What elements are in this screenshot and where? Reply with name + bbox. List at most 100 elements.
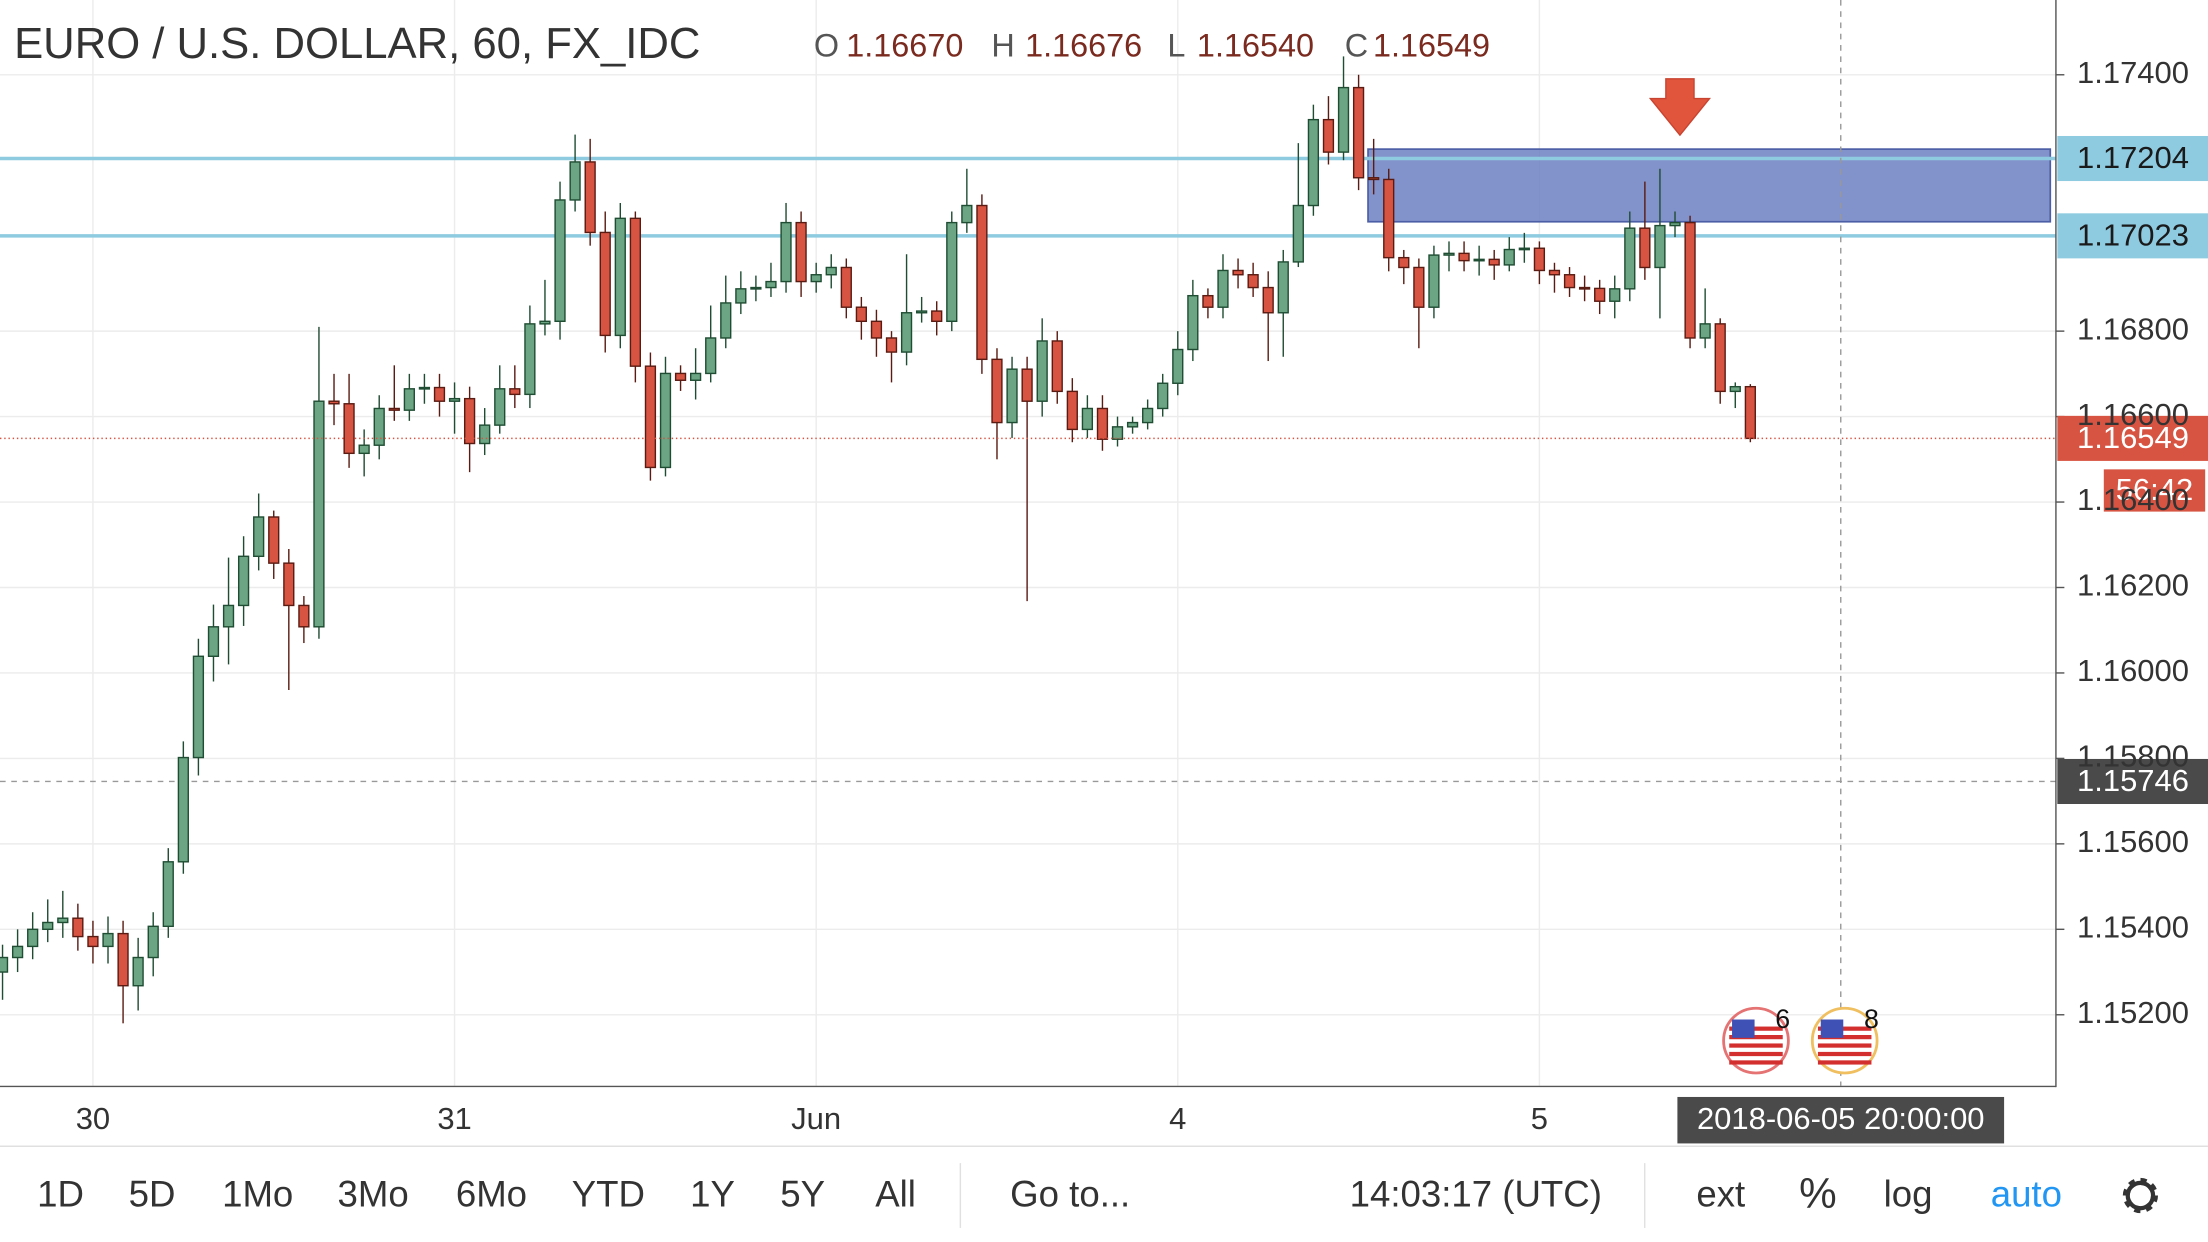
legend-key: L bbox=[1167, 27, 1185, 63]
candle-body bbox=[1157, 382, 1169, 410]
candle-body bbox=[1533, 247, 1546, 272]
candle-body bbox=[1563, 274, 1576, 289]
candle-body bbox=[584, 161, 596, 234]
y-tick-label: 1.16200 bbox=[2077, 568, 2189, 603]
candle-body bbox=[57, 917, 69, 924]
candle-body bbox=[870, 320, 883, 339]
candle-body bbox=[1624, 227, 1636, 290]
candle-body bbox=[855, 306, 868, 323]
candle-body bbox=[448, 397, 461, 402]
candle-body bbox=[795, 221, 807, 283]
crosshair-time-label: 2018-06-05 20:00:00 bbox=[1697, 1101, 1985, 1136]
flag-stripe bbox=[1817, 1043, 1872, 1048]
candle-body bbox=[705, 337, 717, 375]
option-button[interactable]: auto bbox=[1991, 1174, 2062, 1215]
candle-body bbox=[1036, 340, 1048, 402]
candle-body bbox=[1111, 426, 1124, 440]
candle-body bbox=[554, 199, 566, 323]
candle-body bbox=[72, 917, 84, 938]
candle-body bbox=[599, 231, 611, 337]
candle-body bbox=[1337, 86, 1350, 153]
range-button[interactable]: 1Y bbox=[690, 1174, 735, 1215]
candle-body bbox=[1473, 258, 1485, 262]
legend-key: C bbox=[1345, 27, 1368, 63]
range-button[interactable]: YTD bbox=[572, 1174, 645, 1215]
candle-body bbox=[1458, 252, 1470, 262]
legend-value: 1.16549 bbox=[1373, 27, 1490, 63]
candle-body bbox=[961, 204, 973, 224]
candle-body bbox=[735, 288, 747, 304]
resistance-zone bbox=[1367, 148, 2052, 223]
range-button[interactable]: 5Y bbox=[780, 1174, 825, 1215]
candle-body bbox=[840, 266, 852, 308]
candle-body bbox=[1202, 294, 1214, 308]
candle-body bbox=[1503, 248, 1515, 266]
candle-body bbox=[1021, 368, 1033, 402]
level-label: 1.17204 bbox=[2077, 140, 2189, 175]
candle-body bbox=[283, 562, 295, 607]
chart-title: EURO / U.S. DOLLAR, 60, FX_IDC bbox=[14, 19, 700, 68]
candle-body bbox=[1443, 252, 1455, 256]
candle-body bbox=[1398, 256, 1410, 269]
candle-body bbox=[1383, 178, 1395, 259]
candle-body bbox=[358, 444, 370, 455]
candle-body bbox=[403, 388, 415, 411]
range-button[interactable]: All bbox=[875, 1174, 916, 1215]
range-button[interactable]: 3Mo bbox=[338, 1174, 409, 1215]
candle-body bbox=[343, 403, 355, 455]
candle-body bbox=[1232, 269, 1244, 276]
event-icon[interactable] bbox=[1722, 1006, 1790, 1075]
legend-key: H bbox=[991, 27, 1014, 63]
candle-body bbox=[1744, 385, 1756, 440]
event-count: 6 bbox=[1775, 1004, 1790, 1034]
candle-body bbox=[1654, 224, 1666, 269]
candle-body bbox=[946, 221, 958, 323]
candle-body bbox=[659, 372, 672, 469]
option-button[interactable]: log bbox=[1884, 1174, 1933, 1215]
range-button[interactable]: 1Mo bbox=[222, 1174, 293, 1215]
candle-body bbox=[1006, 368, 1018, 424]
flag-canton bbox=[1732, 1019, 1755, 1038]
level-label: 1.17023 bbox=[2077, 217, 2189, 252]
range-button[interactable]: 5D bbox=[129, 1174, 176, 1215]
range-button[interactable]: 1D bbox=[37, 1174, 84, 1215]
candle-body bbox=[1594, 287, 1606, 302]
legend-value: 1.16676 bbox=[1025, 27, 1142, 63]
candle-body bbox=[1488, 258, 1500, 266]
y-tick-label: 1.15200 bbox=[2077, 995, 2189, 1030]
candle-body bbox=[1322, 118, 1335, 153]
y-tick-label: 1.16000 bbox=[2077, 653, 2189, 688]
candle-body bbox=[900, 312, 913, 353]
plot bbox=[0, 0, 2056, 1086]
settings-icon[interactable] bbox=[2122, 1177, 2159, 1214]
candle-body bbox=[1518, 247, 1530, 251]
candle-body bbox=[433, 386, 446, 402]
event-icon[interactable] bbox=[1810, 1006, 1879, 1075]
candle-body bbox=[1729, 385, 1741, 393]
candle-body bbox=[1714, 323, 1726, 393]
candle-body bbox=[1428, 254, 1440, 308]
x-tick-label: 30 bbox=[76, 1101, 110, 1136]
legend-key: O bbox=[814, 27, 839, 63]
candle-body bbox=[298, 604, 310, 628]
option-button[interactable]: % bbox=[1799, 1170, 1837, 1217]
crosshair-badge bbox=[2057, 758, 2208, 805]
flag-stripe bbox=[1817, 1035, 1872, 1040]
candle-body bbox=[463, 397, 476, 445]
goto-button[interactable]: Go to... bbox=[1010, 1174, 1130, 1215]
candle-body bbox=[177, 756, 189, 863]
flag-stripe bbox=[1729, 1051, 1783, 1057]
level-badge bbox=[2057, 213, 2208, 259]
candle-body bbox=[1352, 86, 1365, 179]
range-button[interactable]: 6Mo bbox=[456, 1174, 527, 1215]
candle-body bbox=[1307, 118, 1320, 207]
y-tick-label: 1.17400 bbox=[2077, 55, 2189, 90]
candle-body bbox=[524, 323, 536, 396]
x-tick-label: 5 bbox=[1531, 1101, 1548, 1136]
option-button[interactable]: ext bbox=[1696, 1174, 1745, 1215]
flag-stripe bbox=[1729, 1043, 1783, 1048]
flag-stripe bbox=[1729, 1060, 1783, 1065]
candle-body bbox=[207, 626, 220, 657]
grid bbox=[0, 0, 2065, 1086]
flag-stripe bbox=[1817, 1060, 1872, 1065]
